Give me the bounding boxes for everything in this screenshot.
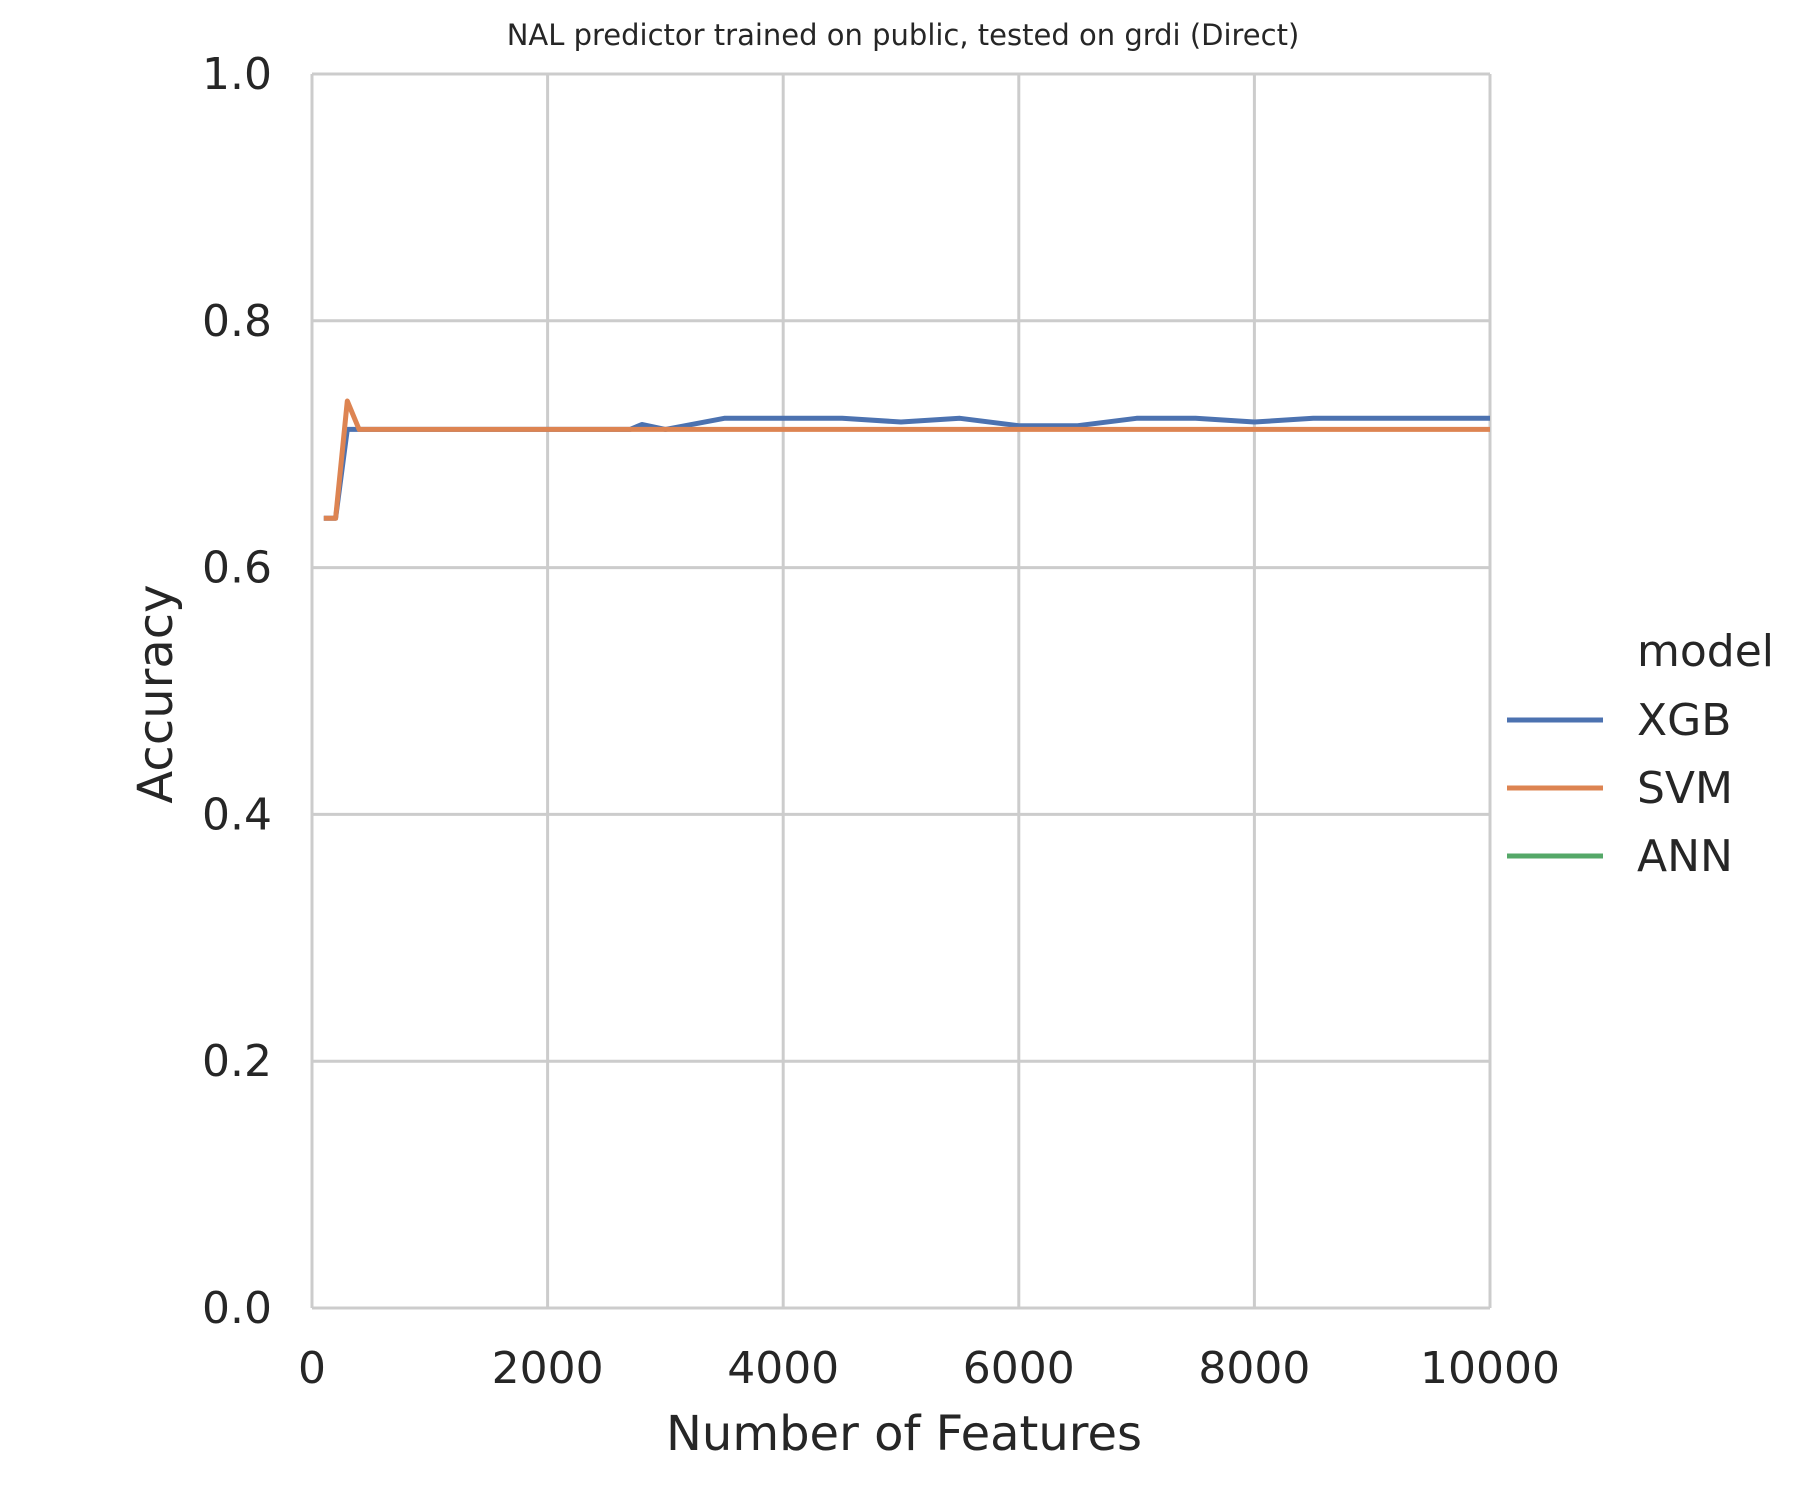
y-tick-label: 0.8 [202,296,272,347]
legend-label-svm: SVM [1637,763,1733,814]
legend-label-xgb: XGB [1637,695,1731,746]
legend-label-ann: ANN [1637,831,1733,882]
y-tick-label: 1.0 [202,49,272,100]
series-line-svm [323,398,1490,521]
plot-frame [310,74,1490,1310]
x-tick-label: 10000 [1420,1343,1560,1394]
y-tick-label: 0.6 [202,543,272,594]
y-tick-label: 0.0 [202,1283,272,1334]
x-tick-label: 4000 [727,1343,839,1394]
y-tick-label: 0.4 [202,789,272,840]
tick-labels: 0 2000 4000 6000 8000 10000 0.0 0.2 0.4 0.6 0.8 1.0 [202,49,1560,1394]
series-line-xgb [323,415,1490,521]
series-lines [323,398,1490,521]
x-tick-label: 6000 [963,1343,1075,1394]
grid [310,72,1492,1310]
x-tick-label: 2000 [492,1343,604,1394]
x-axis-label: Number of Features [666,1406,1142,1462]
legend-title: model [1637,626,1774,677]
legend: model XGB SVM ANN [1507,626,1774,882]
x-tick-label: 0 [298,1343,326,1394]
y-tick-label: 0.2 [202,1036,272,1087]
chart-title: NAL predictor trained on public, tested … [507,18,1300,52]
y-axis-label: Accuracy [128,584,184,803]
x-tick-label: 8000 [1198,1343,1310,1394]
